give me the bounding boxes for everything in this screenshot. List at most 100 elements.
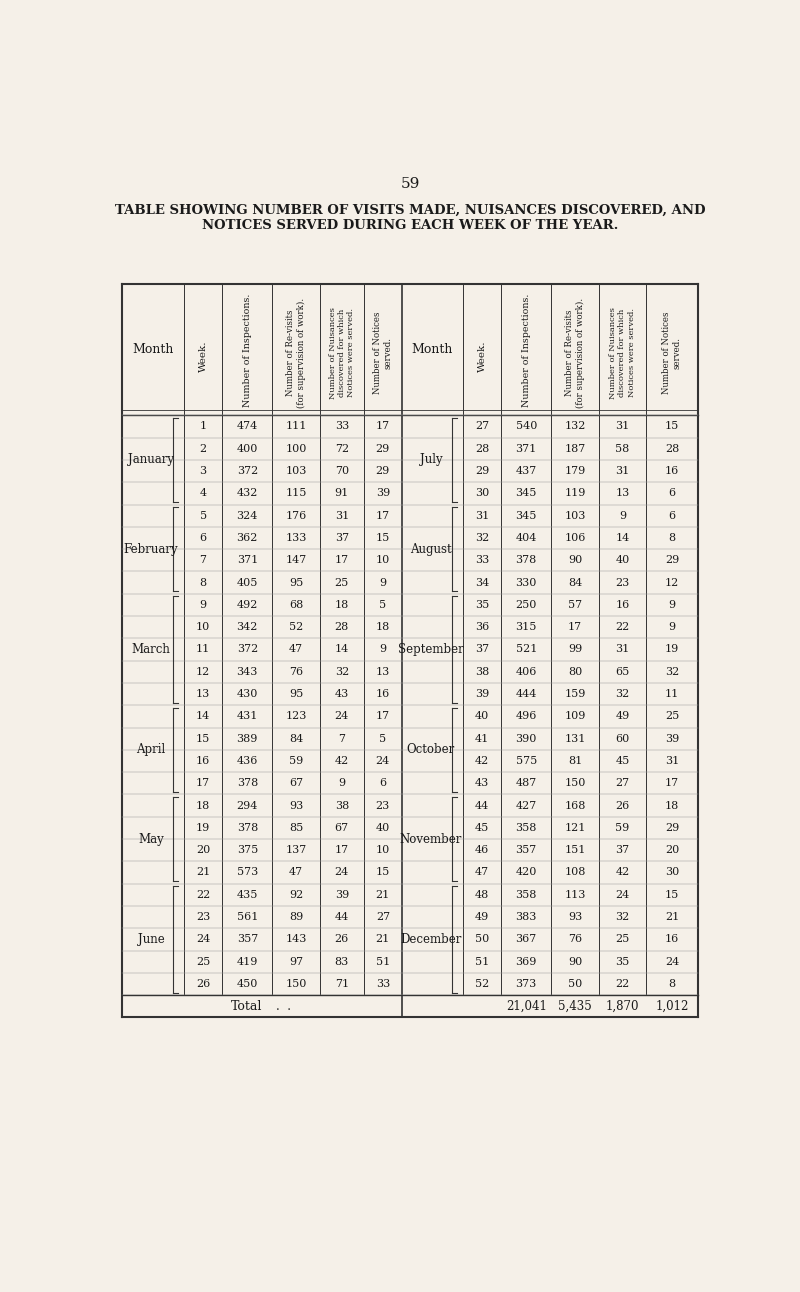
Text: Week.: Week. (478, 340, 486, 372)
Text: 39: 39 (665, 734, 679, 744)
Text: 32: 32 (615, 912, 630, 922)
Text: 33: 33 (475, 556, 490, 566)
Text: 294: 294 (237, 801, 258, 810)
Text: 90: 90 (568, 556, 582, 566)
Text: 6: 6 (668, 488, 675, 499)
Text: 59: 59 (289, 756, 303, 766)
Text: 29: 29 (475, 466, 490, 475)
Text: 151: 151 (564, 845, 586, 855)
Text: 168: 168 (564, 801, 586, 810)
Text: 147: 147 (286, 556, 306, 566)
Text: 383: 383 (515, 912, 537, 922)
Text: 150: 150 (286, 979, 306, 988)
Text: 4: 4 (199, 488, 206, 499)
Text: Number of Notices
served.: Number of Notices served. (662, 311, 682, 394)
Text: 22: 22 (196, 890, 210, 899)
Text: 40: 40 (475, 712, 490, 721)
Text: 39: 39 (376, 488, 390, 499)
Text: 575: 575 (516, 756, 537, 766)
Text: 150: 150 (564, 778, 586, 788)
Text: 18: 18 (334, 599, 349, 610)
Text: 10: 10 (376, 556, 390, 566)
Text: 45: 45 (475, 823, 490, 833)
Text: 123: 123 (286, 712, 306, 721)
Text: 24: 24 (665, 956, 679, 966)
Text: 487: 487 (516, 778, 537, 788)
Text: April: April (137, 743, 166, 756)
Text: 27: 27 (475, 421, 489, 432)
Text: July: July (420, 453, 442, 466)
Text: 27: 27 (615, 778, 630, 788)
Text: 362: 362 (237, 534, 258, 543)
Text: 35: 35 (615, 956, 630, 966)
Text: 83: 83 (334, 956, 349, 966)
Text: 378: 378 (516, 556, 537, 566)
Text: Number of Notices
served.: Number of Notices served. (373, 311, 393, 394)
Text: 357: 357 (237, 934, 258, 944)
Text: 76: 76 (289, 667, 303, 677)
Text: 1: 1 (199, 421, 206, 432)
Text: 41: 41 (475, 734, 490, 744)
Text: 435: 435 (237, 890, 258, 899)
Text: 109: 109 (564, 712, 586, 721)
Text: 48: 48 (475, 890, 490, 899)
Text: 373: 373 (516, 979, 537, 988)
Text: 23: 23 (615, 578, 630, 588)
Text: 6: 6 (668, 510, 675, 521)
Text: 67: 67 (334, 823, 349, 833)
Text: 84: 84 (568, 578, 582, 588)
Text: 47: 47 (289, 867, 303, 877)
Text: 132: 132 (564, 421, 586, 432)
Text: 29: 29 (665, 823, 679, 833)
Text: 93: 93 (289, 801, 303, 810)
Text: 91: 91 (334, 488, 349, 499)
Text: TABLE SHOWING NUMBER OF VISITS MADE, NUISANCES DISCOVERED, AND: TABLE SHOWING NUMBER OF VISITS MADE, NUI… (114, 204, 706, 217)
Text: 9: 9 (379, 578, 386, 588)
Text: 20: 20 (196, 845, 210, 855)
Text: 378: 378 (237, 823, 258, 833)
Text: 14: 14 (615, 534, 630, 543)
Text: 49: 49 (475, 912, 490, 922)
Text: 10: 10 (376, 845, 390, 855)
Text: 19: 19 (196, 823, 210, 833)
Text: 10: 10 (196, 623, 210, 632)
Text: 3: 3 (199, 466, 206, 475)
Text: 18: 18 (665, 801, 679, 810)
Text: 37: 37 (475, 645, 489, 655)
Text: 5: 5 (379, 599, 386, 610)
Text: 9: 9 (668, 599, 675, 610)
Text: 11: 11 (196, 645, 210, 655)
Text: 404: 404 (515, 534, 537, 543)
Text: NOTICES SERVED DURING EACH WEEK OF THE YEAR.: NOTICES SERVED DURING EACH WEEK OF THE Y… (202, 220, 618, 233)
Text: 43: 43 (475, 778, 490, 788)
Text: 71: 71 (334, 979, 349, 988)
Text: 420: 420 (515, 867, 537, 877)
Text: 99: 99 (568, 645, 582, 655)
Text: September: September (398, 643, 464, 656)
Text: 72: 72 (334, 443, 349, 453)
Text: 5: 5 (199, 510, 206, 521)
Text: 31: 31 (615, 645, 630, 655)
Text: 32: 32 (665, 667, 679, 677)
Text: 430: 430 (237, 689, 258, 699)
Text: 17: 17 (376, 712, 390, 721)
Text: 111: 111 (286, 421, 306, 432)
Text: 21: 21 (665, 912, 679, 922)
Text: 21,041: 21,041 (506, 1000, 546, 1013)
Text: 15: 15 (665, 421, 679, 432)
Text: 12: 12 (665, 578, 679, 588)
Text: 50: 50 (475, 934, 490, 944)
Text: 28: 28 (475, 443, 490, 453)
Text: 59: 59 (400, 177, 420, 191)
Text: 52: 52 (475, 979, 490, 988)
Text: 44: 44 (334, 912, 349, 922)
Text: 315: 315 (515, 623, 537, 632)
Text: May: May (138, 832, 164, 845)
Text: 7: 7 (199, 556, 206, 566)
Text: 9: 9 (379, 645, 386, 655)
Text: 159: 159 (564, 689, 586, 699)
Text: 80: 80 (568, 667, 582, 677)
Text: 21: 21 (376, 934, 390, 944)
Text: 496: 496 (515, 712, 537, 721)
Text: 345: 345 (515, 510, 537, 521)
